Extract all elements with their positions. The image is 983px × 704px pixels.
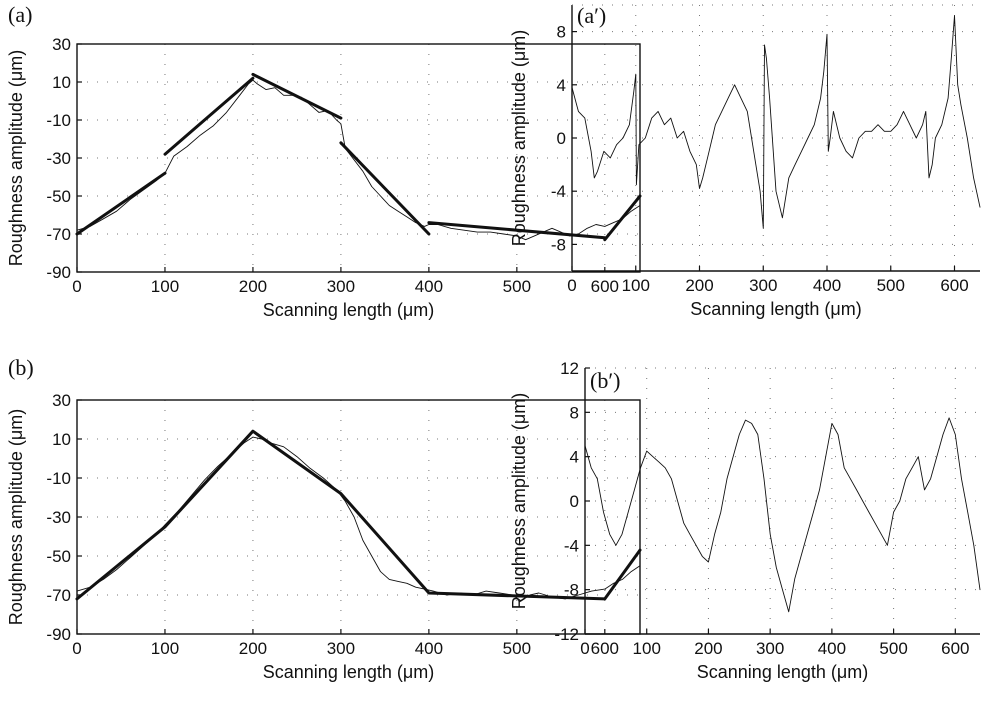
x-tick-label: 200 (239, 277, 267, 296)
x-tick-label: 600 (591, 277, 619, 296)
y-tick-label: 30 (52, 391, 71, 410)
x-tick-label: 200 (239, 639, 267, 658)
y-tick-label: -50 (46, 187, 71, 206)
x-tick-label: 500 (503, 639, 531, 658)
x-axis-title: Scanning length (μm) (690, 299, 861, 319)
x-axis-title: Scanning length (μm) (263, 662, 434, 682)
y-tick-label: -4 (551, 182, 566, 201)
y-tick-label: 10 (52, 430, 71, 449)
x-axis-title: Scanning length (μm) (263, 300, 434, 320)
y-axis-title: Roughness amplitude (μm) (509, 393, 529, 609)
x-tick-label: 500 (503, 277, 531, 296)
profile-line (76, 79, 641, 241)
x-tick-label: 500 (879, 639, 907, 658)
x-tick-label: 100 (622, 276, 650, 295)
y-axis-title: Roughness amplitude (μm) (6, 50, 26, 266)
y-tick-label: 4 (570, 448, 579, 467)
x-tick-label: 400 (813, 276, 841, 295)
x-tick-label: 0 (72, 639, 81, 658)
x-tick-label: 400 (818, 639, 846, 658)
panel-a-prime: 0 100 200 300 400 500 600 -8 -4 0 4 8 Scanning lengt… (509, 3, 981, 319)
fitted-segment-line (75, 171, 167, 236)
x-tick-label: 200 (694, 639, 722, 658)
panel-b-prime: 0 100 200 300 400 500 600 -12 -8 -4 0 4 8 12 Scanning … (509, 359, 981, 682)
profile-line (76, 436, 641, 602)
profile-line (584, 417, 981, 613)
y-tick-label: 0 (570, 492, 579, 511)
y-tick-label: 4 (557, 76, 566, 95)
y-tick-label: -70 (46, 225, 71, 244)
x-tick-label: 600 (941, 639, 969, 658)
x-tick-label: 400 (415, 277, 443, 296)
y-tick-label: -30 (46, 508, 71, 527)
fitted-segment-line (427, 221, 607, 240)
x-tick-label: 600 (591, 639, 619, 658)
y-tick-label: 12 (560, 359, 579, 378)
panel-label: (b) (8, 355, 34, 380)
y-tick-label: -90 (46, 263, 71, 282)
fitted-segment-line (603, 194, 642, 242)
panel-label: (b′) (590, 368, 620, 393)
y-tick-label: -70 (46, 586, 71, 605)
x-tick-label: 600 (940, 276, 968, 295)
x-tick-label: 300 (327, 277, 355, 296)
x-axis-title: Scanning length (μm) (697, 662, 868, 682)
x-tick-label: 0 (580, 639, 589, 658)
x-tick-label: 0 (567, 276, 576, 295)
x-tick-label: 300 (756, 639, 784, 658)
y-tick-label: 8 (570, 403, 579, 422)
fitted-segment-line (251, 72, 343, 120)
y-tick-label: 10 (52, 73, 71, 92)
x-tick-label: 300 (749, 276, 777, 295)
x-tick-label: 500 (877, 276, 905, 295)
y-tick-label: -90 (46, 625, 71, 644)
panel-label: (a′) (577, 3, 606, 28)
y-axis-title: Roughness amplitude (μm) (509, 30, 529, 246)
x-tick-label: 400 (415, 639, 443, 658)
y-tick-label: -4 (564, 536, 579, 555)
fitted-segment-line (75, 429, 642, 601)
y-tick-label: -50 (46, 547, 71, 566)
x-tick-label: 100 (151, 277, 179, 296)
panel-label: (a) (8, 2, 32, 27)
x-tick-label: 100 (151, 639, 179, 658)
y-tick-label: -12 (554, 625, 579, 644)
y-tick-label: -8 (551, 235, 566, 254)
y-tick-label: -8 (564, 581, 579, 600)
y-tick-label: 8 (557, 23, 566, 42)
y-tick-label: -10 (46, 469, 71, 488)
y-axis-title: Roughness amplitude (μm) (6, 409, 26, 625)
x-tick-label: 200 (685, 276, 713, 295)
x-tick-label: 0 (72, 277, 81, 296)
y-tick-label: 0 (557, 129, 566, 148)
panel-b: 0 100 200 300 400 500 600-90-70-50-30-101030Sc… (6, 355, 642, 682)
y-tick-label: -30 (46, 149, 71, 168)
x-tick-label: 100 (633, 639, 661, 658)
y-tick-label: 30 (52, 35, 71, 54)
fitted-segment-line (339, 141, 431, 236)
x-tick-label: 300 (327, 639, 355, 658)
profile-line (571, 15, 981, 229)
y-tick-label: -10 (46, 111, 71, 130)
panel-a: 0 100 200 300 400 500 600-90-70-50-30-101030Sc… (6, 2, 642, 320)
plot-frame (76, 399, 641, 635)
fitted-segment-line (163, 76, 255, 156)
